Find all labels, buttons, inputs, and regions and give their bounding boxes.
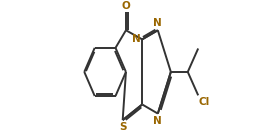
Text: O: O	[122, 1, 130, 11]
Text: N: N	[153, 115, 162, 125]
Text: N: N	[132, 34, 141, 44]
Text: S: S	[119, 122, 126, 132]
Text: N: N	[153, 18, 162, 28]
Text: Cl: Cl	[199, 97, 210, 107]
